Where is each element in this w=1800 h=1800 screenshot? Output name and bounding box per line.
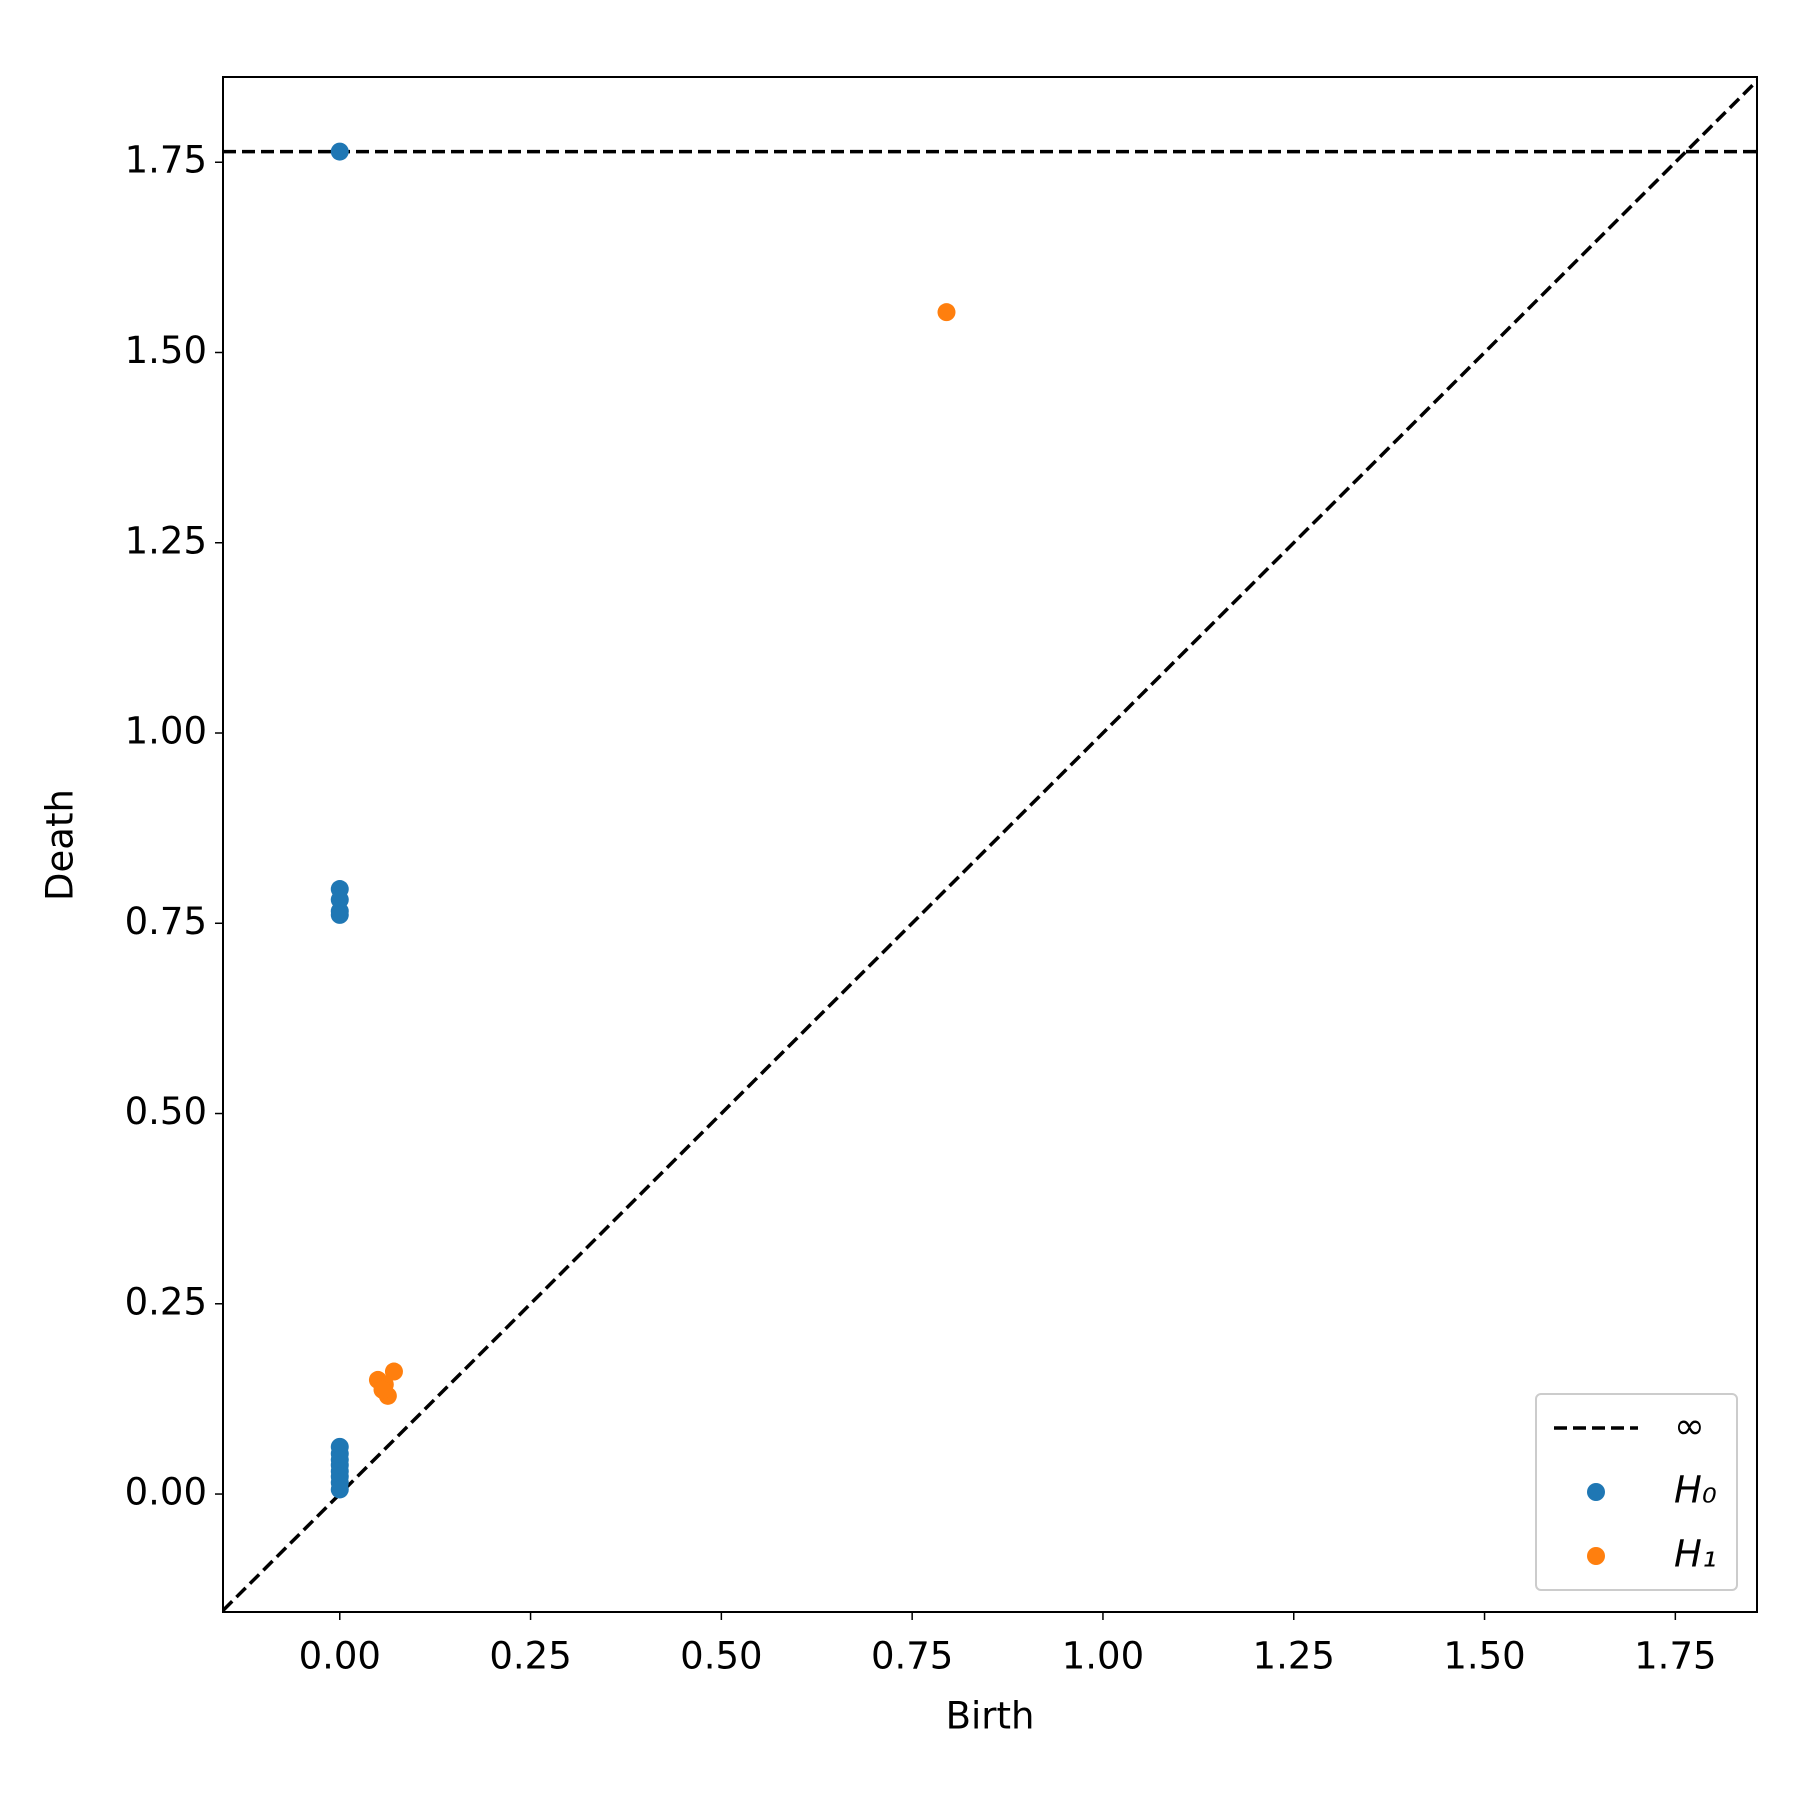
- y-tick-label: 0.00: [125, 1471, 207, 1514]
- y-tick-label: 0.75: [125, 900, 207, 943]
- legend-box: [1535, 1393, 1738, 1591]
- point: [373, 1380, 392, 1399]
- x-tick-label: 0.25: [489, 1635, 571, 1678]
- legend-marker: [1587, 1483, 1605, 1501]
- x-tick-label: 1.50: [1443, 1635, 1525, 1678]
- x-tick-label: 0.50: [680, 1635, 762, 1678]
- x-tick-label: 1.00: [1062, 1635, 1144, 1678]
- y-axis-label: Death: [39, 789, 82, 901]
- x-tick-label: 1.25: [1253, 1635, 1335, 1678]
- x-tick-label: 0.75: [871, 1635, 953, 1678]
- x-tick-label: 0.00: [299, 1635, 381, 1678]
- point: [384, 1362, 403, 1381]
- diagonal: [223, 79, 1757, 1612]
- y-tick-label: 1.00: [125, 710, 207, 753]
- point: [330, 142, 349, 161]
- y-tick-label: 0.50: [125, 1090, 207, 1133]
- y-tick-label: 1.25: [125, 519, 207, 562]
- y-tick-label: 1.75: [125, 139, 207, 182]
- y-tick-label: 0.25: [125, 1280, 207, 1323]
- plot-frame: [222, 76, 1758, 1613]
- point: [937, 303, 956, 322]
- y-tick-label: 1.50: [125, 329, 207, 372]
- x-axis-label: Birth: [946, 1695, 1035, 1738]
- legend-label: H₁: [1674, 1533, 1717, 1576]
- legend-label: H₀: [1674, 1469, 1717, 1512]
- point: [330, 1480, 349, 1499]
- legend-label: ∞: [1674, 1405, 1705, 1448]
- legend-marker: [1587, 1547, 1605, 1565]
- x-tick-label: 1.75: [1634, 1635, 1716, 1678]
- point: [330, 905, 349, 924]
